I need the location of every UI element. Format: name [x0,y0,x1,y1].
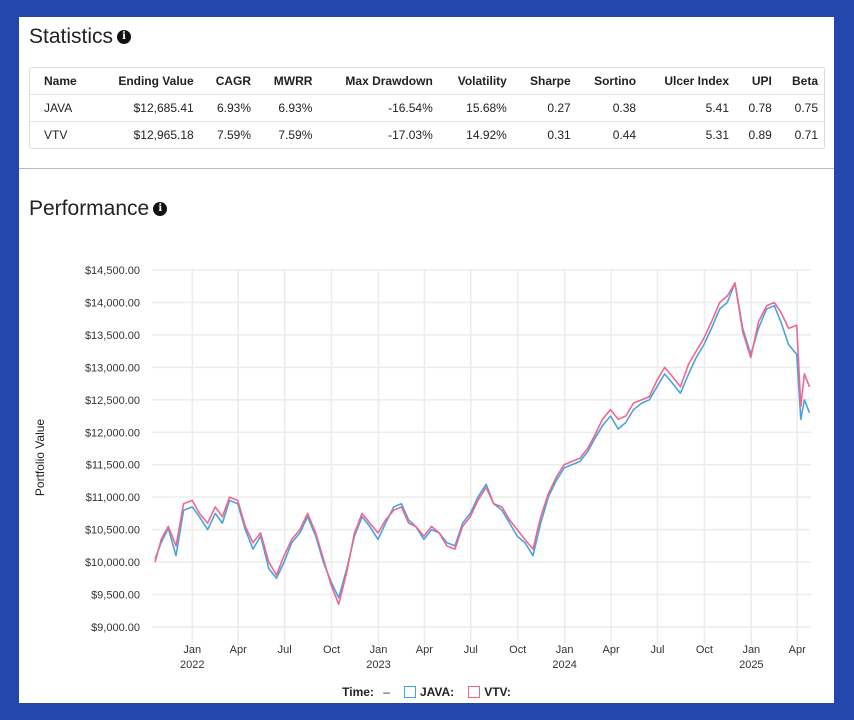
table-cell: 0.75 [777,94,824,122]
legend-time: Time: – [342,685,390,699]
x-tick-label: Apr [602,644,619,656]
table-cell: 0.31 [512,121,577,148]
x-tick-label: Jul [650,644,664,656]
y-tick-label: $13,000.00 [85,362,140,374]
table-cell: VTV [30,121,94,148]
table-cell: 7.59% [199,121,258,148]
x-tick-label: Oct [696,644,713,656]
statistics-table: Name Ending Value CAGR MWRR Max Drawdown… [30,68,824,148]
x-tick-year-label: 2022 [180,659,204,671]
x-tick-year-label: 2024 [552,659,576,671]
chart-legend: Time: – JAVA: VTV: [19,685,834,699]
x-tick-year-label: 2025 [739,659,763,671]
column-header[interactable]: Name [44,74,77,88]
table-cell: 0.44 [576,121,643,148]
y-tick-label: $9,000.00 [91,622,140,634]
table-cell: 0.89 [735,121,778,148]
x-tick-label: Jul [278,644,292,656]
table-cell: -17.03% [318,121,439,148]
x-tick-label: Jan [370,644,388,656]
y-tick-label: $13,500.00 [85,330,140,342]
performance-heading: Performance i [29,197,168,221]
statistics-title: Statistics [29,25,114,48]
table-row: VTV $12,965.18 7.59% 7.59% -17.03% 14.92… [30,121,824,148]
table-cell: 0.27 [512,94,577,122]
section-divider [19,168,834,169]
table-cell: 7.59% [257,121,319,148]
series-line-java [154,282,811,599]
legend-item-vtv[interactable]: VTV: [468,685,511,699]
table-cell: 6.93% [199,94,258,122]
legend-item-java[interactable]: JAVA: [403,685,455,699]
info-icon[interactable]: i [153,202,168,216]
column-header[interactable]: CAGR [215,74,252,88]
table-header-row: Name Ending Value CAGR MWRR Max Drawdown… [30,68,824,95]
y-tick-label: $14,000.00 [85,297,140,309]
legend-time-label: Time: [342,685,374,699]
table-row: JAVA $12,685.41 6.93% 6.93% -16.54% 15.6… [30,94,824,122]
column-header[interactable]: Sharpe [529,74,571,88]
x-tick-label: Apr [789,644,806,656]
x-tick-label: Jan [183,644,201,656]
column-header[interactable]: MWRR [273,74,313,88]
x-tick-label: Oct [323,644,340,656]
x-tick-label: Oct [509,644,526,656]
legend-swatch-vtv [468,686,481,698]
table-cell: 14.92% [438,121,513,148]
table-cell: 5.31 [642,121,736,148]
statistics-table-container: Name Ending Value CAGR MWRR Max Drawdown… [29,67,825,149]
legend-time-value: – [383,685,390,699]
table-cell: $12,685.41 [93,94,200,122]
y-tick-label: $12,000.00 [85,427,140,439]
x-tick-label: Apr [416,644,433,656]
x-tick-label: Jul [464,644,478,656]
table-cell: $12,965.18 [93,121,200,148]
legend-label-java: JAVA: [419,685,455,699]
statistics-heading: Statistics i [29,25,132,49]
column-header[interactable]: UPI [751,74,772,88]
column-header[interactable]: Max Drawdown [345,74,433,88]
column-header[interactable]: Beta [791,74,818,88]
table-cell: 0.71 [777,121,824,148]
table-cell: 15.68% [438,94,513,122]
table-cell: 0.78 [735,94,778,122]
y-tick-label: $11,500.00 [86,460,140,472]
column-header[interactable]: Ending Value [118,74,194,88]
table-cell: -16.54% [318,94,439,122]
series-line-vtv [154,282,811,606]
table-cell: 6.93% [257,94,319,122]
y-axis-label: Portfolio Value [33,419,47,496]
y-tick-label: $10,500.00 [85,525,140,537]
legend-swatch-java [403,686,416,698]
y-tick-label: $10,000.00 [85,557,140,569]
x-tick-label: Jan [556,644,574,656]
table-cell: 5.41 [642,94,736,122]
legend-label-vtv: VTV: [484,685,511,699]
y-tick-label: $11,000.00 [86,492,140,504]
statistics-panel: Statistics i Name Ending Value CAGR MWRR… [19,17,834,703]
column-header[interactable]: Volatility [457,74,507,88]
performance-chart[interactable]: $9,000.00 $9,500.00 $10,000.00 $10,500.00 $1… [19,17,834,703]
column-header[interactable]: Sortino [594,74,637,88]
info-icon[interactable]: i [117,30,132,44]
x-tick-label: Apr [230,644,247,656]
y-tick-label: $12,500.00 [85,395,140,407]
table-cell: 0.38 [576,94,643,122]
x-tick-label: Jan [742,644,760,656]
y-tick-label: $9,500.00 [91,590,140,602]
x-tick-year-label: 2023 [366,659,390,671]
column-header[interactable]: Ulcer Index [664,74,730,88]
performance-title: Performance [29,197,150,220]
y-tick-label: $14,500.00 [85,265,140,277]
table-cell: JAVA [30,94,94,122]
